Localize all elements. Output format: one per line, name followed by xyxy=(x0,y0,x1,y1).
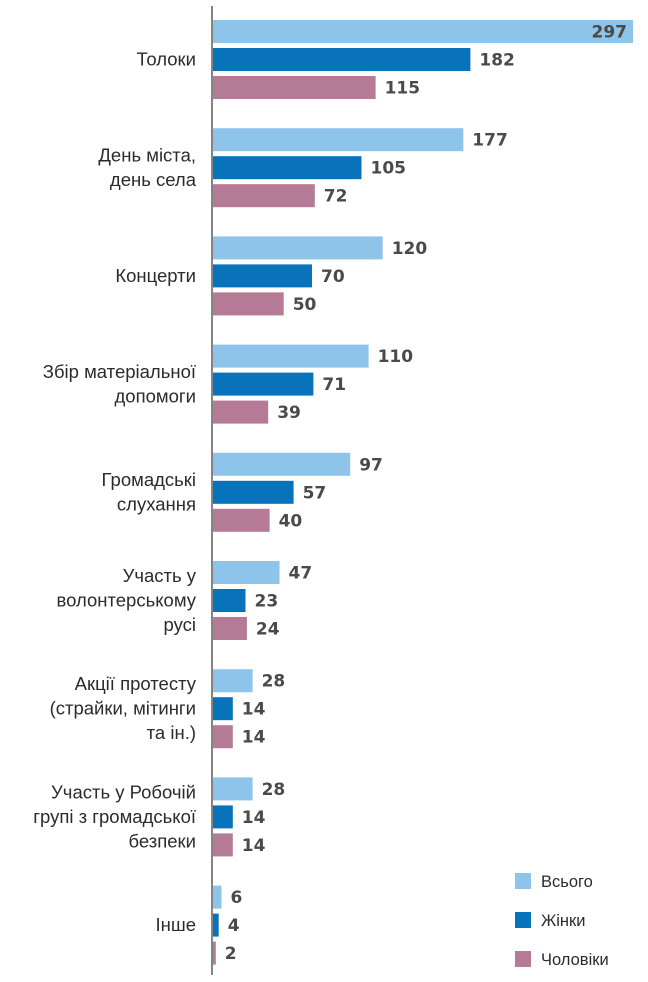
category-label: Концерти xyxy=(115,265,196,286)
bar-total xyxy=(213,20,633,43)
category-label: Громадські слухання xyxy=(102,469,196,514)
bar-men xyxy=(213,292,284,316)
bar-total xyxy=(213,885,222,909)
category-label-line: Участь у xyxy=(123,565,197,586)
value-label: 23 xyxy=(255,592,279,612)
value-label: 115 xyxy=(385,79,421,99)
value-label: 50 xyxy=(293,295,317,315)
category-label: Інше xyxy=(156,914,197,935)
value-label: 24 xyxy=(256,620,280,640)
bar-total xyxy=(213,561,280,584)
category-label-line: Збір матеріальної xyxy=(43,361,196,382)
bar-women xyxy=(213,48,471,71)
value-label: 97 xyxy=(359,455,383,475)
value-label: 2 xyxy=(225,944,237,964)
value-label: 120 xyxy=(392,239,428,259)
category-label-line: День міста, xyxy=(98,144,196,165)
bar-women xyxy=(213,372,314,396)
value-label: 6 xyxy=(231,888,243,908)
category-label: Участь у Робочій групі з громадської безпе… xyxy=(33,781,196,851)
bar-men xyxy=(213,508,270,532)
bar-total xyxy=(213,777,253,801)
value-label: 177 xyxy=(472,131,508,151)
value-label: 70 xyxy=(321,267,345,287)
value-label: 297 xyxy=(592,23,628,43)
category-label-line: безпеки xyxy=(129,830,197,851)
bar-total xyxy=(213,344,369,368)
value-label: 28 xyxy=(262,780,286,800)
bar-women xyxy=(213,805,233,829)
value-label: 47 xyxy=(289,564,313,584)
value-label: 72 xyxy=(324,187,348,207)
category-label-line: допомоги xyxy=(115,385,196,406)
category-label: Збір матеріальної допомоги xyxy=(43,361,196,407)
value-label: 71 xyxy=(322,375,346,395)
category-label-line: Інше xyxy=(156,914,197,935)
value-label: 14 xyxy=(242,728,266,748)
category-label: Участь у волонтерському русі xyxy=(56,565,196,635)
value-label: 39 xyxy=(277,403,301,423)
value-label: 28 xyxy=(262,672,286,692)
value-label: 57 xyxy=(303,483,327,503)
category-label-line: Громадські xyxy=(102,469,196,490)
bar-women xyxy=(213,156,362,180)
bar-men xyxy=(213,725,233,749)
bar-total xyxy=(213,452,351,476)
category-label-line: Концерти xyxy=(115,265,196,286)
category-label-line: Участь у Робочій xyxy=(51,781,196,802)
category-label-line: та ін.) xyxy=(147,722,196,743)
bar-women xyxy=(213,913,219,937)
category-label: День міста, день села xyxy=(98,144,196,190)
category-label-line: слухання xyxy=(117,494,196,515)
bar-total xyxy=(213,236,383,260)
category-label-line: групі з громадської xyxy=(33,806,196,827)
category-label-line: день села xyxy=(110,169,197,190)
category-label: Акції протесту (страйки, мітинги та ін.) xyxy=(50,673,197,743)
category-label: Толоки xyxy=(137,49,196,70)
category-label-line: (страйки, мітинги xyxy=(50,698,196,719)
bar-men xyxy=(213,833,233,857)
value-label: 110 xyxy=(378,347,414,367)
category-label-line: русі xyxy=(164,614,196,635)
bar-total xyxy=(213,669,253,693)
bar-men xyxy=(213,76,376,99)
bar-women xyxy=(213,697,233,721)
legend-swatch xyxy=(515,951,531,967)
legend: Всього Жінки Чоловіки xyxy=(515,873,609,969)
value-label: 14 xyxy=(242,808,266,828)
bar-women xyxy=(213,480,294,504)
bar-men xyxy=(213,617,247,640)
value-label: 4 xyxy=(228,916,240,936)
bar-men xyxy=(213,941,216,965)
value-label: 14 xyxy=(242,700,266,720)
bar-total xyxy=(213,128,464,152)
bar-women xyxy=(213,589,246,612)
value-label: 105 xyxy=(371,159,407,179)
bar-men xyxy=(213,184,315,208)
category-label-line: Акції протесту xyxy=(75,673,197,694)
bar-women xyxy=(213,264,312,288)
value-label: 40 xyxy=(279,511,303,531)
legend-swatch xyxy=(515,912,531,928)
value-label: 14 xyxy=(242,836,266,856)
legend-swatch xyxy=(515,873,531,889)
category-label-line: Толоки xyxy=(137,49,196,70)
legend-label: Всього xyxy=(541,873,593,891)
value-label: 182 xyxy=(479,51,515,71)
category-label-line: волонтерському xyxy=(56,590,196,611)
legend-label: Чоловіки xyxy=(541,951,609,969)
bar-men xyxy=(213,400,269,424)
legend-label: Жінки xyxy=(541,912,585,930)
